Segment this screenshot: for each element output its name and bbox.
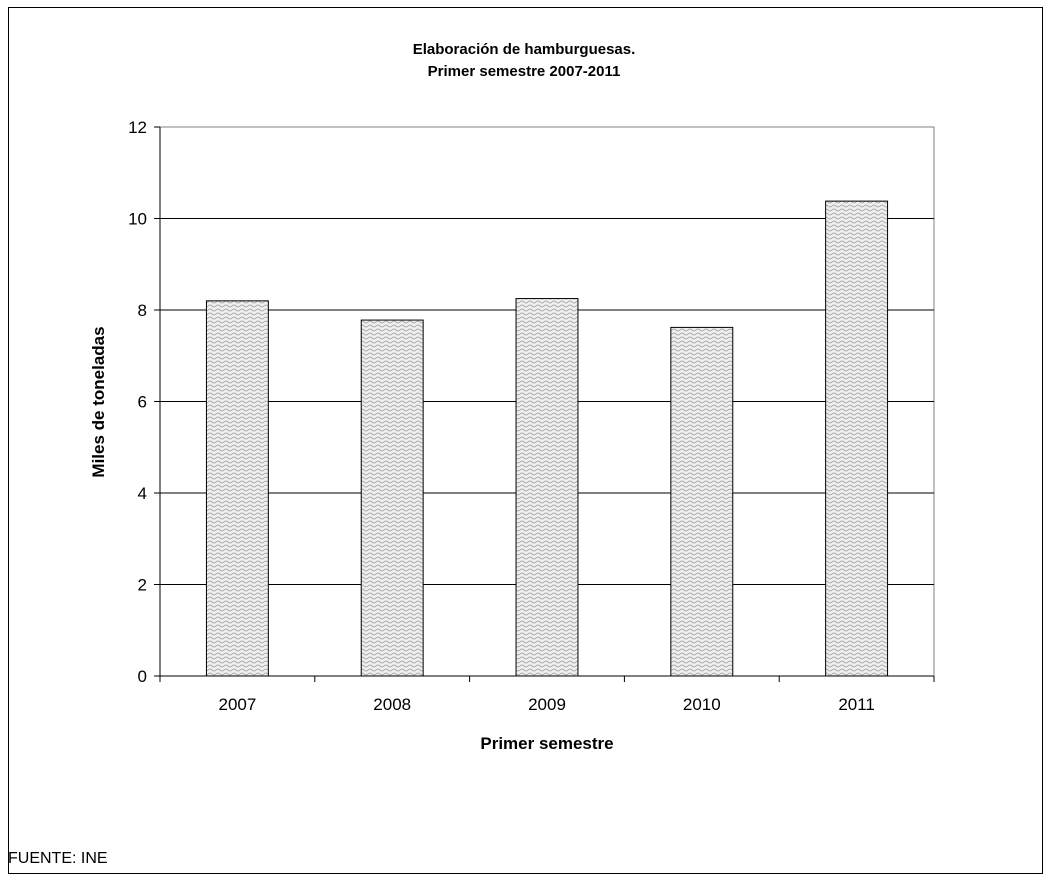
y-tick-label: 8 bbox=[138, 301, 147, 320]
chart-title: Elaboración de hamburguesas. bbox=[413, 41, 636, 58]
x-tick-label: 2009 bbox=[528, 695, 566, 714]
x-tick-label: 2011 bbox=[838, 695, 875, 714]
y-tick-label: 2 bbox=[138, 576, 147, 595]
bar-2008 bbox=[360, 319, 424, 677]
source-note: FUENTE: INE bbox=[8, 850, 108, 867]
x-tick-label: 2010 bbox=[683, 695, 721, 714]
y-tick-label: 6 bbox=[138, 393, 147, 412]
y-tick-label: 10 bbox=[128, 210, 147, 229]
bar-2007 bbox=[205, 300, 269, 677]
bar-2011 bbox=[825, 200, 889, 677]
chart-subtitle: Primer semestre 2007-2011 bbox=[428, 63, 621, 80]
y-tick-label: 4 bbox=[138, 484, 147, 503]
y-tick-label: 0 bbox=[138, 667, 147, 686]
bar-2010 bbox=[670, 326, 734, 677]
y-tick-label: 12 bbox=[128, 118, 147, 137]
plot-area: 0 2 4 6 8 10 12 2007 2008 2009 2010 2011 bbox=[128, 118, 935, 714]
x-tick-label: 2008 bbox=[373, 695, 411, 714]
x-axis-title: Primer semestre bbox=[480, 734, 613, 753]
bar-2009 bbox=[515, 298, 579, 677]
y-axis-title: Miles de toneladas bbox=[89, 326, 108, 477]
x-tick-label: 2007 bbox=[218, 695, 256, 714]
